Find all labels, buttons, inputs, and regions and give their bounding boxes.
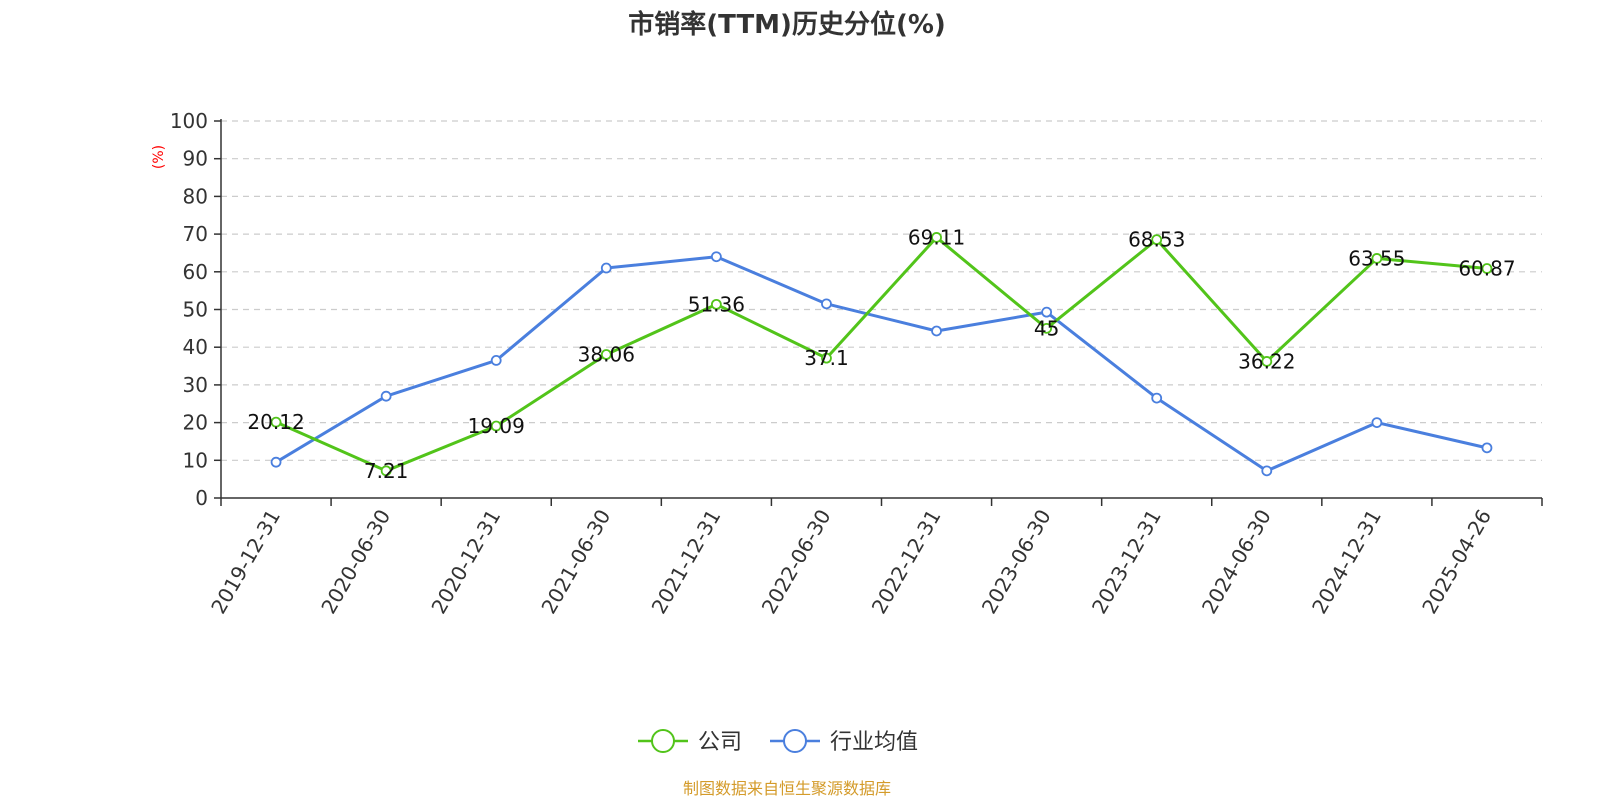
- x-tick-label: 2019-12-31: [206, 505, 285, 618]
- data-point[interactable]: [1041, 306, 1053, 318]
- legend-marker: [783, 729, 807, 753]
- data-point[interactable]: [490, 354, 502, 366]
- x-tick-label: 2024-06-30: [1197, 505, 1276, 618]
- x-tick-label: 2023-12-31: [1087, 505, 1166, 618]
- y-tick-label: 0: [195, 486, 208, 510]
- chart-title: 市销率(TTM)历史分位(%): [628, 9, 946, 40]
- data-label: 60.87: [1458, 257, 1515, 281]
- y-tick-label: 100: [170, 109, 208, 133]
- series-group: [270, 232, 1493, 477]
- grid-lines: [221, 120, 1542, 461]
- data-label: 36.22: [1238, 349, 1295, 373]
- data-point[interactable]: [931, 232, 942, 243]
- y-tick-label: 70: [183, 222, 208, 246]
- y-tick-label: 40: [183, 335, 208, 359]
- series-line: [275, 255, 1488, 473]
- data-point[interactable]: [1151, 234, 1163, 246]
- y-tick-label: 60: [183, 260, 208, 284]
- legend-item-0[interactable]: 公司: [638, 729, 742, 755]
- data-labels: 20.12 7.21 19.09 38.06 51.36 37.1 69.11 45 68.53…: [247, 225, 1515, 482]
- legend[interactable]: 公司 行业均值: [638, 729, 918, 755]
- data-label: 69.11: [908, 225, 965, 249]
- legend-label: 行业均值: [830, 730, 918, 755]
- legend-label: 公司: [698, 730, 742, 755]
- x-tick-label: 2025-04-26: [1417, 505, 1496, 618]
- data-point[interactable]: [1481, 442, 1493, 454]
- data-point[interactable]: [710, 251, 722, 263]
- data-label: 38.06: [578, 343, 635, 367]
- data-label: 37.1: [804, 346, 849, 370]
- data-label: 19.09: [468, 414, 525, 438]
- x-tick-label: 2024-12-31: [1307, 505, 1386, 618]
- series-line: [275, 235, 1488, 473]
- x-tick-label: 2021-12-31: [647, 505, 726, 618]
- data-label: 7.21: [364, 459, 409, 483]
- x-tick-label: 2020-12-31: [426, 505, 505, 618]
- data-point[interactable]: [1041, 322, 1053, 334]
- data-point[interactable]: [710, 298, 722, 310]
- series-1: [270, 251, 1493, 477]
- legend-item-1[interactable]: 行业均值: [770, 729, 918, 755]
- y-axis-unit-label: (%): [151, 145, 167, 169]
- data-point[interactable]: [1371, 417, 1383, 429]
- data-label: 68.53: [1128, 228, 1185, 252]
- x-tick-label: 2021-06-30: [536, 505, 615, 618]
- data-label: 45: [1034, 316, 1059, 340]
- y-tick-label: 80: [183, 184, 208, 208]
- y-tick-label: 50: [183, 298, 208, 322]
- legend-marker: [651, 729, 675, 753]
- data-point[interactable]: [931, 325, 942, 337]
- data-point[interactable]: [1481, 263, 1493, 274]
- data-point[interactable]: [1261, 356, 1273, 367]
- series-0: [270, 232, 1493, 477]
- data-point[interactable]: [600, 349, 612, 360]
- data-point[interactable]: [821, 298, 832, 310]
- data-point[interactable]: [270, 456, 282, 468]
- x-tick-label: 2020-06-30: [316, 505, 395, 618]
- y-tick-label: 30: [183, 373, 208, 397]
- y-tick-label: 10: [183, 448, 208, 472]
- data-source-note: 制图数据来自恒生聚源数据库: [683, 779, 891, 798]
- data-point[interactable]: [1371, 253, 1383, 264]
- data-point[interactable]: [600, 262, 612, 274]
- data-point[interactable]: [380, 390, 392, 402]
- data-point[interactable]: [1261, 465, 1273, 477]
- data-label: 51.36: [688, 292, 745, 316]
- data-point[interactable]: [270, 416, 282, 428]
- data-point[interactable]: [821, 352, 832, 364]
- data-point[interactable]: [1151, 392, 1163, 404]
- data-label: 20.12: [247, 410, 304, 434]
- data-label: 63.55: [1348, 246, 1405, 270]
- y-tick-label: 90: [183, 147, 208, 171]
- axes: 0 10 20 30 40 50 60 70 80 90 100 2019-12-31 2020-06-…: [170, 109, 1543, 618]
- x-tick-label: 2022-12-31: [867, 505, 946, 618]
- data-point[interactable]: [380, 465, 392, 477]
- data-point[interactable]: [490, 420, 502, 432]
- x-tick-label: 2022-06-30: [757, 505, 836, 618]
- y-tick-label: 20: [183, 411, 208, 435]
- x-tick-label: 2023-06-30: [977, 505, 1056, 618]
